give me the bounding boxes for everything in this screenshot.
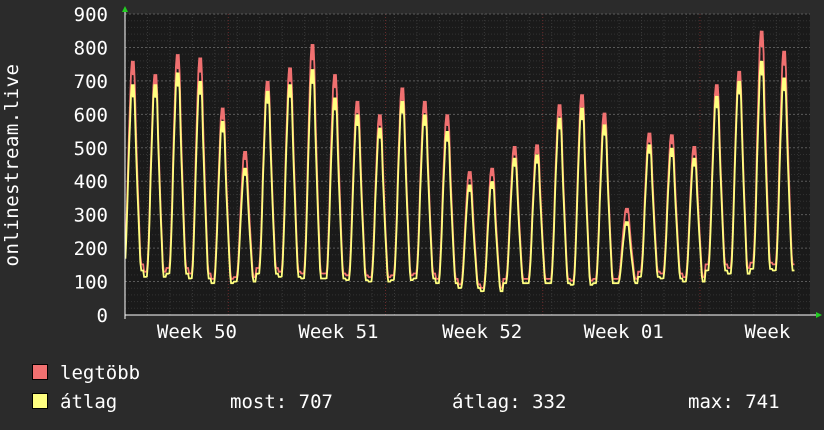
x-axis-arrow-icon [816, 312, 822, 318]
x-tick-label: Week 52 [442, 321, 522, 343]
y-tick-label: 400 [74, 171, 108, 193]
y-tick-label: 100 [74, 272, 108, 294]
legend-label-avg: átlag [60, 391, 118, 413]
y-tick-label: 700 [74, 71, 108, 93]
chart-svg: 0 100 200 300 400 500 600 700 800 900 Week 50 Week … [74, 4, 822, 343]
y-tick-label: 800 [74, 37, 108, 59]
y-tick-label: 600 [74, 104, 108, 126]
x-tick-label: Week 01 [584, 321, 664, 343]
y-tick-label: 200 [74, 238, 108, 260]
x-tick-label: Week [745, 321, 791, 343]
y-axis-label: onlinestream.live [1, 63, 23, 267]
y-tick-label: 300 [74, 205, 108, 227]
legend-label-max: legtöbb [60, 362, 141, 384]
y-axis-arrow-icon [122, 6, 128, 12]
legend-swatch-avg [32, 393, 48, 409]
x-tick-label: Week 51 [298, 321, 378, 343]
stat-average: átlag: 332 [452, 391, 567, 413]
x-tick-label: Week 50 [157, 321, 237, 343]
y-axis-label-area: onlinestream.live [0, 0, 24, 300]
legend-item-avg: átlag most: 707 átlag: 332 max: 741 [32, 391, 812, 413]
y-tick-label: 500 [74, 138, 108, 160]
series-line-avg [124, 60, 795, 293]
stat-now: most: 707 [230, 391, 333, 413]
y-tick-label: 900 [74, 4, 108, 26]
stat-max: max: 741 [688, 391, 780, 413]
legend-swatch-max [32, 364, 48, 380]
y-tick-label: 0 [97, 305, 108, 327]
